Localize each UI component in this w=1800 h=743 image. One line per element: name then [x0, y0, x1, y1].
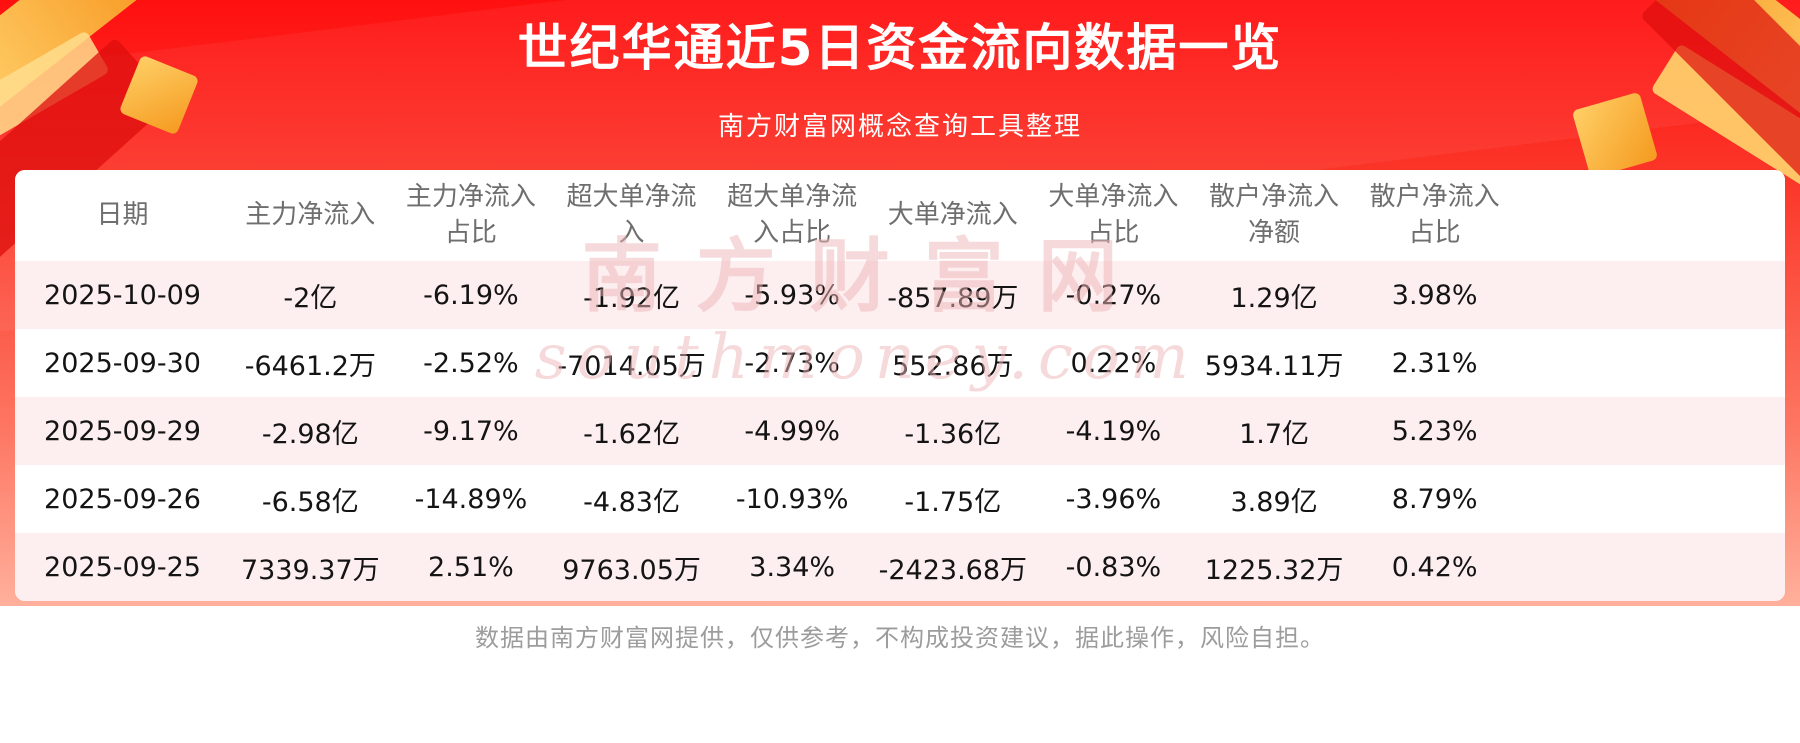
table-cell: -7014.05万 — [557, 350, 706, 382]
column-header: 大单净流入占比 — [1048, 182, 1179, 248]
table-cell: 3.34% — [749, 551, 836, 583]
table-cell: -6.58亿 — [261, 486, 359, 518]
table-cell: -14.89% — [414, 483, 528, 515]
table-cell: 3.89亿 — [1230, 486, 1318, 518]
table-cell: -0.27% — [1065, 279, 1162, 311]
table-cell: -857.89万 — [887, 282, 1019, 314]
table-cell: -2.73% — [744, 347, 840, 379]
column-header: 主力净流入 — [245, 199, 376, 230]
table-cell: 2025-09-29 — [44, 415, 201, 447]
table-cell: 0.42% — [1391, 551, 1478, 583]
table-cell: -1.62亿 — [583, 418, 680, 450]
column-header: 超大单净流入占比 — [727, 182, 858, 248]
column-header: 散户净流入占比 — [1369, 182, 1500, 248]
table-row: 2025-09-25 7339.37万 2.51% 9763.05万 3.34% -242… — [15, 533, 1785, 601]
table-cell: -1.92亿 — [583, 282, 680, 314]
table-cell: -2.98亿 — [261, 418, 359, 450]
table-cell: -3.96% — [1065, 483, 1162, 515]
table-cell: -4.99% — [744, 415, 840, 447]
table-cell: 8.79% — [1391, 483, 1478, 515]
table-cell: -10.93% — [735, 483, 849, 515]
table-cell: 2025-09-30 — [44, 347, 201, 379]
banner-text: 世纪华通近5日资金流向数据一览 南方财富网概念查询工具整理 — [0, 0, 1800, 143]
table-cell: -2.52% — [423, 347, 519, 379]
table-cell: -4.19% — [1065, 415, 1162, 447]
page-title: 世纪华通近5日资金流向数据一览 — [517, 19, 1283, 77]
table-cell: -2亿 — [283, 282, 338, 314]
table-cell: 2025-09-25 — [44, 551, 201, 583]
column-header: 日期 — [96, 199, 149, 230]
table-cell: 2.51% — [428, 551, 514, 583]
table-body: 2025-10-09 -2亿 -6.19% -1.92亿 -5.93% -857.89万 -… — [15, 261, 1785, 601]
table-header-row: 日期 主力净流入 主力净流入占比 超大单净流入 超大单净流入占比 大单净流入 大单净流入占比… — [15, 170, 1785, 261]
table-cell: 2025-09-26 — [44, 483, 201, 515]
table-cell: -9.17% — [423, 415, 519, 447]
table-cell: 1.7亿 — [1239, 418, 1310, 450]
column-header: 大单净流入 — [887, 199, 1018, 230]
table-row: 2025-09-26 -6.58亿 -14.89% -4.83亿 -10.93% -1.7… — [15, 465, 1785, 533]
table-cell: 2025-10-09 — [44, 279, 201, 311]
table-cell: 1225.32万 — [1204, 554, 1344, 586]
page-subtitle: 南方财富网概念查询工具整理 — [717, 111, 1082, 142]
table-cell: 7339.37万 — [240, 554, 380, 586]
column-header: 主力净流入占比 — [405, 182, 536, 248]
table-cell: 2.31% — [1391, 347, 1478, 379]
table-cell: -5.93% — [744, 279, 840, 311]
table-row: 2025-09-30 -6461.2万 -2.52% -7014.05万 -2.73% 5… — [15, 329, 1785, 397]
table-cell: 552.86万 — [892, 350, 1014, 382]
table-cell: 0.22% — [1070, 347, 1157, 379]
table-cell: 3.98% — [1391, 279, 1478, 311]
table-cell: -1.36亿 — [904, 418, 1002, 450]
table-cell: 5934.11万 — [1204, 350, 1344, 382]
table-cell: -4.83亿 — [583, 486, 680, 518]
table-cell: 1.29亿 — [1230, 282, 1318, 314]
column-header: 超大单净流入 — [566, 182, 697, 248]
table-cell: 5.23% — [1391, 415, 1478, 447]
column-header: 散户净流入净额 — [1209, 182, 1340, 248]
fund-flow-table: 日期 主力净流入 主力净流入占比 超大单净流入 超大单净流入占比 大单净流入 大单净流入占比… — [15, 170, 1785, 601]
table-cell: -6461.2万 — [244, 350, 376, 382]
footer-disclaimer: 数据由南方财富网提供，仅供参考，不构成投资建议，据此操作，风险自担。 — [475, 624, 1325, 652]
table-cell: 9763.05万 — [562, 554, 701, 586]
table-row: 2025-10-09 -2亿 -6.19% -1.92亿 -5.93% -857.89万 -… — [15, 261, 1785, 329]
table-row: 2025-09-29 -2.98亿 -9.17% -1.62亿 -4.99% -1.36亿… — [15, 397, 1785, 465]
table-cell: -0.83% — [1065, 551, 1162, 583]
table-cell: -2423.68万 — [878, 554, 1028, 586]
table-cell: -1.75亿 — [904, 486, 1002, 518]
table-cell: -6.19% — [423, 279, 519, 311]
